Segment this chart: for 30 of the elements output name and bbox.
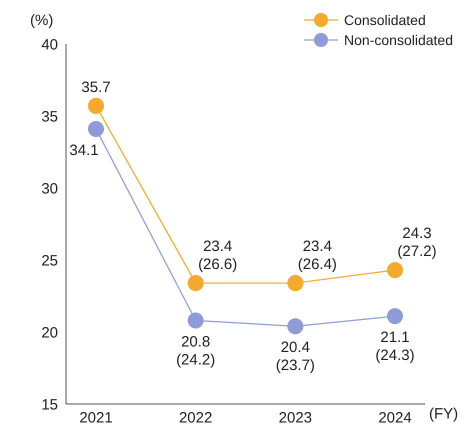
- x-tick-label: 2021: [79, 410, 113, 427]
- data-label: 34.1: [69, 142, 99, 159]
- point: [387, 308, 403, 324]
- point: [387, 262, 403, 278]
- data-label: 35.7: [81, 78, 111, 96]
- y-tick-label: 20: [41, 324, 58, 342]
- data-label: 24.3 (27.2): [397, 225, 437, 260]
- point: [287, 275, 304, 292]
- x-tick-label: 2024: [378, 410, 412, 427]
- x-tick-label: 2023: [278, 410, 312, 427]
- point: [188, 275, 204, 292]
- x-tick-label: 2022: [178, 410, 212, 427]
- y-tick-label: 40: [41, 36, 58, 54]
- data-label: 23.4 (26.6): [198, 238, 238, 274]
- x-axis-title: (FY): [429, 405, 458, 422]
- y-tick-label: 15: [41, 396, 58, 414]
- point: [88, 120, 104, 137]
- y-axis-title: (%): [30, 12, 54, 29]
- data-label: 20.4 (23.7): [276, 339, 315, 374]
- legend-label: Consolidated: [344, 12, 426, 28]
- legend-label: Non-consolidated: [344, 32, 453, 48]
- data-label: 23.4 (26.4): [298, 238, 337, 274]
- y-tick-label: 30: [41, 180, 58, 198]
- y-tick-label: 35: [41, 108, 58, 126]
- data-label: 20.8 (24.2): [176, 333, 216, 368]
- data-label: 21.1 (24.3): [375, 329, 415, 364]
- point: [88, 98, 104, 114]
- y-tick-label: 25: [41, 252, 58, 270]
- point: [188, 312, 204, 328]
- point: [287, 318, 304, 334]
